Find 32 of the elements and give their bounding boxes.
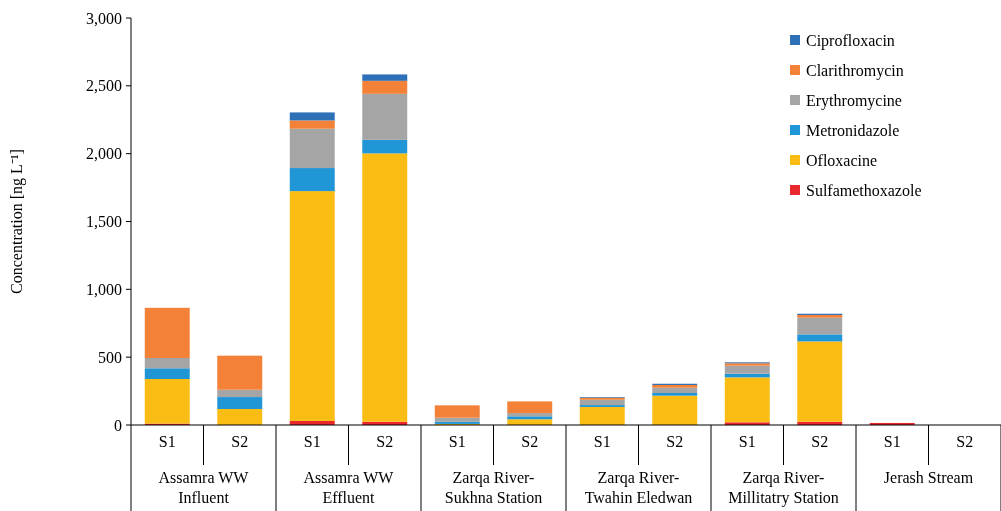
x-tick-label: S1 — [883, 433, 901, 450]
text: Zarqa River- Twahin Eledwan — [584, 469, 693, 506]
x-tick-label: S2 — [811, 433, 829, 450]
legend-label: Ciprofloxacin — [806, 31, 895, 50]
x-tick-label: S1 — [303, 433, 321, 450]
x-tick-label: S1 — [593, 433, 611, 450]
x-tick-label: S2 — [376, 433, 394, 450]
legend-label: Clarithromycin — [806, 61, 904, 80]
text: Jerash Stream — [883, 469, 974, 486]
x-tick-label: S2 — [956, 433, 974, 450]
y-tick-label: 3,000 — [86, 9, 122, 27]
text: Zarqa River- Millitatry Station — [728, 469, 839, 507]
text: Assamra WW Effluent — [303, 469, 395, 506]
x-tick-label: S1 — [158, 433, 176, 450]
text: Zarqa River- Sukhna Station — [444, 469, 543, 506]
y-tick-label: 1,000 — [86, 280, 122, 298]
x-tick-label: S2 — [521, 433, 539, 450]
legend-label: Ofloxacine — [806, 151, 878, 169]
x-tick-label: S1 — [738, 433, 756, 450]
y-tick-label: 2,000 — [86, 145, 122, 163]
y-tick-label: 1,500 — [86, 213, 122, 231]
legend-label: Metronidazole — [806, 121, 900, 139]
legend-label: Sulfamethoxazole — [806, 181, 922, 199]
text: Assamra WW Influent — [158, 469, 250, 506]
x-tick-label: S2 — [666, 433, 684, 450]
y-tick-label: 0 — [114, 416, 122, 434]
y-tick-label: 500 — [98, 348, 122, 366]
x-tick-label: S2 — [231, 433, 249, 450]
x-tick-label: S1 — [448, 433, 466, 450]
y-tick-label: 2,500 — [86, 77, 122, 95]
legend-label: Erythromycine — [806, 91, 902, 110]
y-axis-title: Concentration [ng L⁻¹] — [8, 149, 26, 294]
